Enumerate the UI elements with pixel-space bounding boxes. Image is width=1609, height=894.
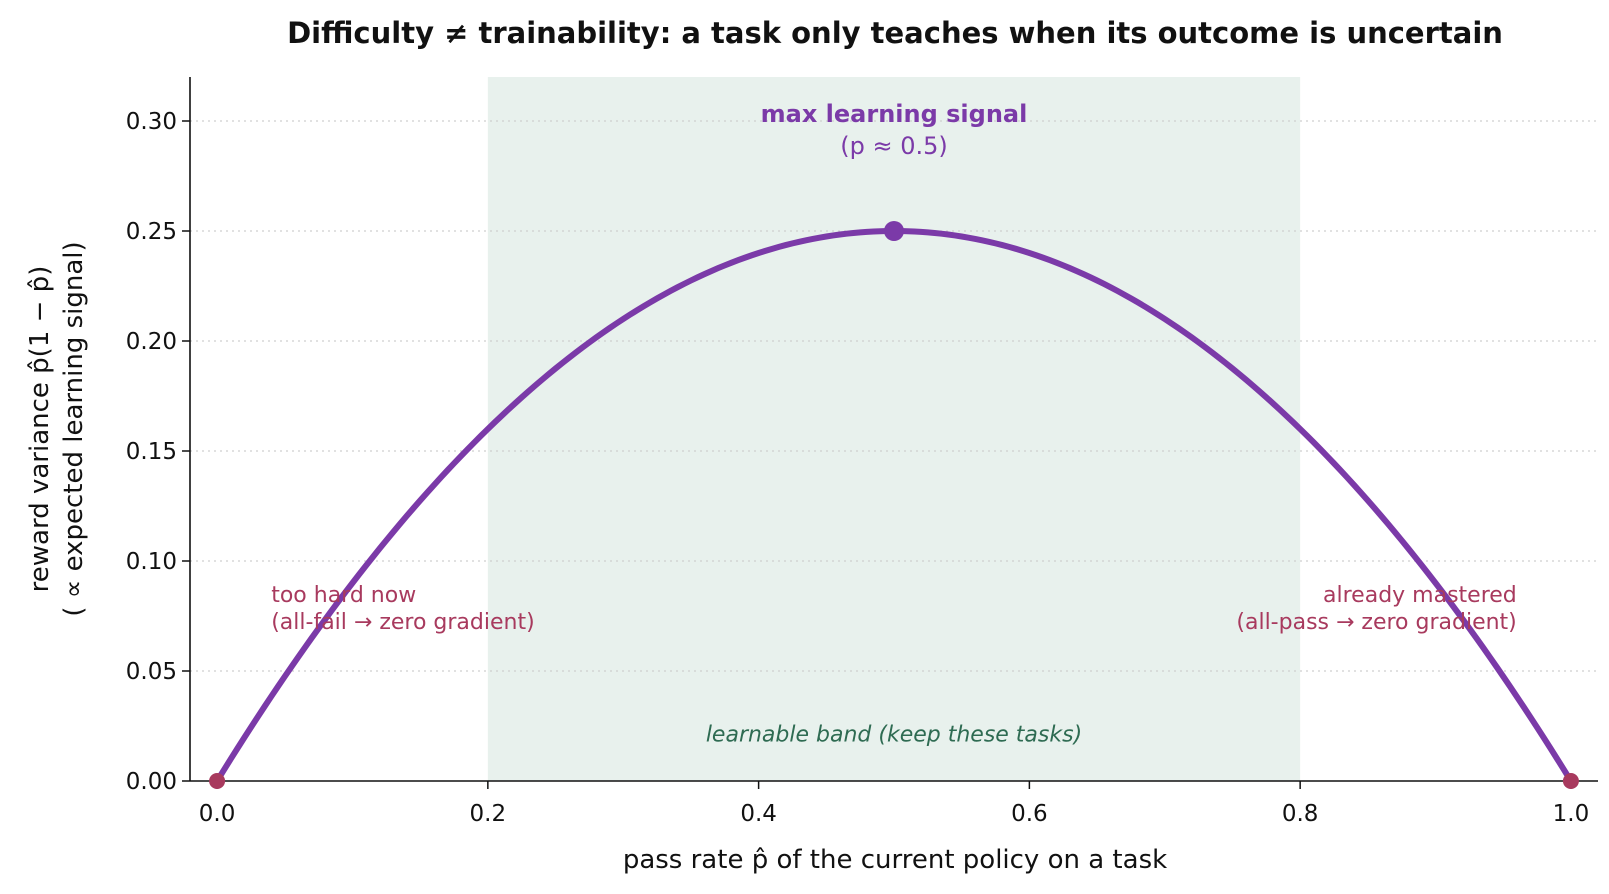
mastered-note-line1: already mastered	[1323, 583, 1517, 608]
x-tick-label: 0.0	[199, 801, 236, 827]
y-tick-label: 0.00	[126, 769, 177, 795]
y-tick-label: 0.30	[126, 109, 177, 135]
x-tick-label: 0.2	[470, 801, 507, 827]
chart-title: Difficulty ≠ trainability: a task only t…	[287, 16, 1503, 50]
peak-marker	[884, 221, 904, 241]
y-tick-label: 0.20	[126, 329, 177, 355]
endpoint-marker	[1562, 773, 1579, 789]
y-tick-label: 0.25	[126, 219, 177, 245]
x-tick-label: 0.8	[1282, 801, 1319, 827]
x-tick-label: 0.6	[1011, 801, 1048, 827]
y-tick-label: 0.15	[126, 439, 177, 465]
y-tick-label: 0.10	[126, 549, 177, 575]
x-tick-label: 1.0	[1553, 801, 1590, 827]
x-axis-label: pass rate p̂ of the current policy on a …	[623, 845, 1167, 875]
peak-sublabel: (p ≈ 0.5)	[840, 132, 948, 160]
learnable-band	[487, 77, 1301, 781]
band-label: learnable band (keep these tasks)	[706, 722, 1082, 747]
peak-label: max learning signal	[761, 100, 1028, 128]
endpoint-marker	[209, 773, 226, 789]
y-axis-label: reward variance p̂(1 − p̂)	[25, 266, 55, 593]
x-tick-label: 0.4	[740, 801, 777, 827]
y-axis-sublabel: ( ∝ expected learning signal)	[59, 241, 89, 616]
too-hard-note-line1: too hard now	[271, 583, 416, 608]
too-hard-note-line2: (all-fail → zero gradient)	[271, 610, 534, 635]
y-tick-label: 0.05	[126, 659, 177, 685]
mastered-note-line2: (all-pass → zero gradient)	[1236, 610, 1516, 635]
